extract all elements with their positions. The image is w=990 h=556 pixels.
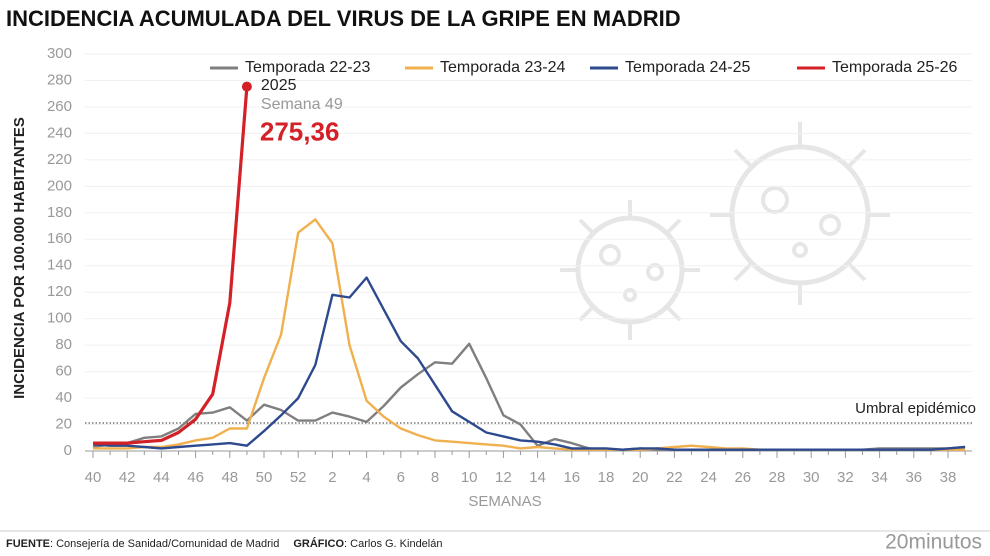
y-tick-label: 60: [55, 363, 72, 380]
y-tick-label: 20: [55, 416, 72, 433]
credit-text: : Carlos G. Kindelán: [344, 538, 442, 550]
x-tick-label: 2: [328, 469, 336, 486]
x-tick-label: 20: [632, 469, 649, 486]
y-tick-label: 180: [47, 204, 72, 221]
legend-label: Temporada 23-24: [440, 59, 566, 76]
x-tick-label: 50: [256, 469, 273, 486]
x-tick-label: 6: [397, 469, 405, 486]
x-tick-label: 32: [837, 469, 854, 486]
y-tick-label: 100: [47, 310, 72, 327]
y-tick-label: 260: [47, 98, 72, 115]
y-tick-label: 220: [47, 151, 72, 168]
x-tick-label: 10: [461, 469, 478, 486]
footer-source: FUENTE: Consejería de Sanidad/Comunidad …: [6, 537, 442, 550]
source-label: FUENTE: [6, 538, 50, 550]
x-tick-label: 8: [431, 469, 439, 486]
brand: 20minutos: [885, 531, 982, 554]
x-tick-label: 46: [187, 469, 204, 486]
x-tick-label: 14: [529, 469, 546, 486]
y-tick-label: 240: [47, 124, 72, 141]
x-tick-label: 52: [290, 469, 307, 486]
x-tick-label: 48: [221, 469, 238, 486]
x-tick-label: 38: [940, 469, 957, 486]
series-line: [93, 86, 249, 445]
credit-label: GRÁFICO: [293, 537, 344, 550]
y-tick-label: 140: [47, 257, 72, 274]
annotation: Semana 49: [261, 96, 343, 113]
legend-label: Temporada 25-26: [832, 59, 958, 76]
legend-label: Temporada 24-25: [625, 59, 751, 76]
y-tick-label: 80: [55, 336, 72, 353]
series-line: [92, 342, 966, 451]
x-tick-label: 26: [734, 469, 751, 486]
y-tick-label: 200: [47, 177, 72, 194]
x-tick-label: 42: [119, 469, 136, 486]
y-axis-label: INCIDENCIA POR 100.000 HABITANTES: [11, 117, 28, 399]
legend-label: Temporada 22-23: [245, 59, 371, 76]
x-tick-label: 4: [362, 469, 370, 486]
x-tick-label: 18: [598, 469, 615, 486]
x-tick-label: 36: [905, 469, 922, 486]
x-tick-label: 24: [700, 469, 717, 486]
x-tick-label: 30: [803, 469, 820, 486]
virus-icons: [560, 122, 890, 340]
virus-icon: [729, 144, 871, 286]
x-tick-label: 40: [85, 469, 102, 486]
chart-title: INCIDENCIA ACUMULADA DEL VIRUS DE LA GRI…: [6, 6, 681, 31]
x-tick-label: 34: [871, 469, 888, 486]
threshold-label: Umbral epidémico: [855, 400, 976, 417]
x-axis-label: SEMANAS: [468, 493, 541, 510]
data-label: 275,36: [260, 116, 340, 146]
x-tick-label: 16: [563, 469, 580, 486]
y-tick-label: 0: [64, 442, 72, 459]
x-tick-label: 28: [769, 469, 786, 486]
x-tick-label: 22: [666, 469, 683, 486]
y-tick-label: 300: [47, 45, 72, 62]
series-line: [92, 276, 966, 451]
y-tick-label: 160: [47, 230, 72, 247]
y-tick-label: 40: [55, 389, 72, 406]
y-tick-label: 280: [47, 71, 72, 88]
virus-icon: [575, 215, 685, 325]
source-text: : Consejería de Sanidad/Comunidad de Mad…: [50, 538, 279, 550]
end-point: [241, 81, 252, 92]
x-tick-label: 12: [495, 469, 512, 486]
y-tick-label: 120: [47, 283, 72, 300]
x-tick-label: 44: [153, 469, 170, 486]
annotation: 2025: [261, 77, 297, 94]
